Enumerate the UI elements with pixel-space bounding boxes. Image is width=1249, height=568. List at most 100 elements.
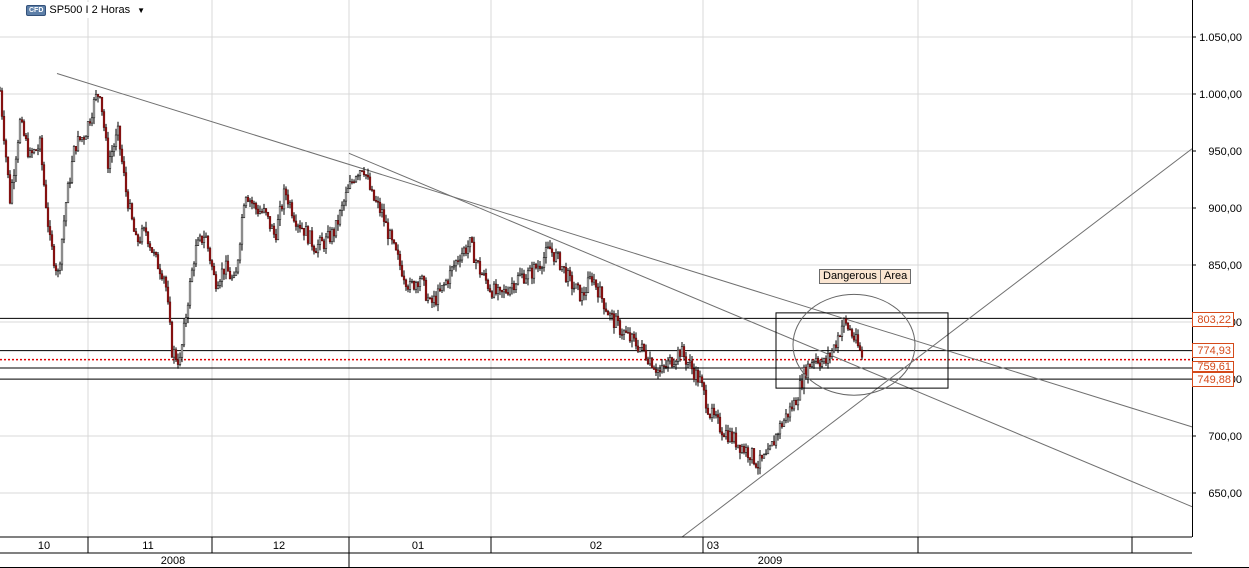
- chart-title[interactable]: CFD SP500 I 2 Horas ▼: [26, 2, 146, 18]
- candle-body: [666, 360, 670, 368]
- trendline: [673, 148, 1193, 544]
- y-tick-label: 650,00: [1208, 488, 1242, 500]
- candle-body: [64, 202, 68, 222]
- candle-body: [524, 278, 528, 284]
- candle-body: [150, 247, 154, 253]
- candle-body: [644, 349, 648, 360]
- candle-body: [606, 310, 610, 316]
- candle-body: [548, 246, 552, 250]
- x-year-label: 2009: [758, 555, 782, 567]
- dropdown-arrow-icon[interactable]: ▼: [137, 5, 146, 15]
- candle-body: [104, 127, 108, 139]
- candle-body: [656, 369, 660, 373]
- candle-body: [180, 344, 184, 358]
- candle-body: [446, 280, 450, 285]
- candle-body: [238, 243, 242, 261]
- candle-body: [728, 431, 732, 443]
- candle-body: [790, 406, 794, 410]
- candle-body: [814, 358, 818, 362]
- candle-body: [822, 358, 826, 363]
- candle-body: [858, 345, 862, 351]
- candle-body: [390, 230, 394, 241]
- candle-body: [260, 211, 264, 213]
- candle-body: [144, 227, 148, 233]
- candle-body: [576, 283, 580, 286]
- candle-body: [736, 444, 740, 448]
- candle-body: [530, 267, 534, 279]
- candle-body: [208, 248, 212, 261]
- candle-body: [328, 231, 332, 242]
- candle-body: [78, 136, 82, 140]
- candle-body: [388, 230, 392, 239]
- candle-body: [386, 222, 390, 239]
- candle-body: [94, 94, 98, 100]
- candle-body: [588, 276, 592, 279]
- chart-grid: [0, 0, 1192, 537]
- candle-body: [368, 176, 372, 190]
- candle-body: [218, 280, 222, 286]
- y-tick-label: 700,00: [1208, 431, 1242, 443]
- candle-body: [730, 431, 734, 442]
- candle-body: [292, 215, 296, 222]
- candle-body: [778, 423, 782, 435]
- annotation-area[interactable]: Area: [880, 269, 912, 284]
- candle-body: [680, 346, 684, 357]
- symbol-label: SP500 I 2 Horas: [49, 4, 131, 16]
- candle-body: [478, 261, 482, 275]
- candle-body: [614, 315, 618, 328]
- candle-body: [26, 138, 30, 157]
- candle-body: [224, 260, 228, 275]
- candle-body: [704, 389, 708, 409]
- candle-body: [476, 260, 480, 262]
- candle-body: [454, 260, 458, 267]
- candle-body: [808, 363, 812, 367]
- candle-body: [220, 268, 224, 282]
- candle-body: [400, 265, 404, 277]
- candle-body: [38, 137, 42, 150]
- candle-body: [700, 376, 704, 384]
- price-axis-frame: [1192, 0, 1249, 537]
- candle-body: [30, 150, 34, 154]
- candle-body: [580, 292, 584, 302]
- candle-body: [254, 203, 258, 210]
- candle-body: [690, 360, 694, 370]
- candle-body: [852, 335, 856, 341]
- candle-body: [542, 257, 546, 268]
- candle-body: [22, 121, 26, 136]
- candle-body: [752, 448, 756, 465]
- candle-body: [696, 369, 700, 383]
- candle-body: [516, 275, 520, 285]
- candle-body: [324, 236, 328, 249]
- candle-body: [110, 151, 114, 158]
- candle-body: [546, 246, 550, 248]
- candle-body: [812, 361, 816, 363]
- candle-body: [796, 399, 800, 406]
- candle-body: [794, 399, 798, 406]
- annotation-dangerous[interactable]: Dangerous: [819, 269, 881, 284]
- candle-body: [820, 361, 824, 367]
- candle-body: [416, 282, 420, 287]
- candle-body: [494, 283, 498, 294]
- candle-body: [762, 454, 766, 459]
- candle-body: [306, 226, 310, 244]
- candle-body: [682, 346, 686, 358]
- candle-body: [160, 273, 164, 280]
- candle-body: [152, 251, 156, 254]
- candle-body: [66, 183, 70, 204]
- candle-body: [132, 218, 136, 232]
- candle-body: [396, 249, 400, 255]
- candle-body: [402, 275, 406, 281]
- candle-body: [178, 356, 182, 365]
- candle-body: [604, 308, 608, 312]
- candle-body: [520, 273, 524, 275]
- y-tick-label: 950,00: [1208, 146, 1242, 158]
- candle-body: [258, 211, 262, 214]
- candle-body: [480, 273, 484, 276]
- candle-body: [558, 252, 562, 270]
- candle-body: [638, 347, 642, 352]
- candle-body: [134, 231, 138, 236]
- candle-body: [718, 416, 722, 433]
- candle-body: [52, 245, 56, 267]
- candle-body: [284, 188, 288, 196]
